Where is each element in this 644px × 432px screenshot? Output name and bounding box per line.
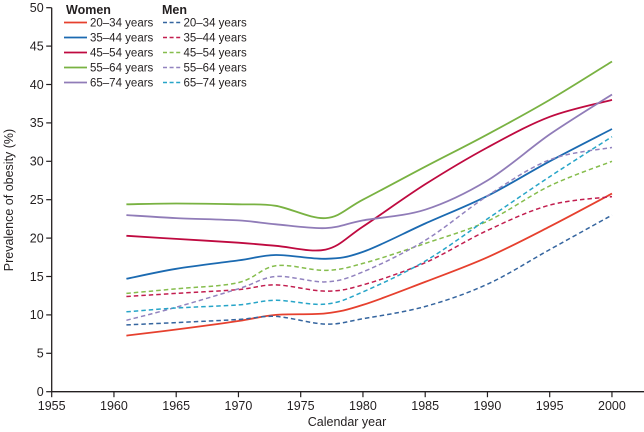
series-line-men-20-34 xyxy=(126,214,613,326)
series-line-women-20-34 xyxy=(126,192,613,337)
x-tick-label-1985: 1985 xyxy=(411,399,439,413)
y-tick-label-35: 35 xyxy=(30,116,44,130)
series-line-men-65-74 xyxy=(126,136,613,313)
legend-label-men-35-44: 35–44 years xyxy=(184,33,248,45)
y-tick-label-0: 0 xyxy=(37,385,44,399)
legend-label-men-20-34: 20–34 years xyxy=(184,18,248,30)
x-tick-label-1995: 1995 xyxy=(536,399,564,413)
x-axis-title: Calendar year xyxy=(308,415,387,429)
y-tick-label-15: 15 xyxy=(30,270,44,284)
y-tick-label-10: 10 xyxy=(30,308,44,322)
legend-label-men-45-54: 45–54 years xyxy=(184,48,248,60)
legend-label-men-65-74: 65–74 years xyxy=(184,78,248,90)
series-line-women-45-54 xyxy=(126,99,613,252)
x-tick-label-1955: 1955 xyxy=(38,399,66,413)
y-tick-label-30: 30 xyxy=(30,155,44,169)
y-axis-title: Prevalence of obesity (%) xyxy=(2,129,16,271)
x-tick-label-1960: 1960 xyxy=(100,399,128,413)
x-tick-label-1970: 1970 xyxy=(225,399,253,413)
series-line-women-65-74 xyxy=(126,93,613,230)
series-line-men-35-44 xyxy=(126,195,613,298)
x-tick-label-1975: 1975 xyxy=(287,399,315,413)
axes: 0 5 10 15 20 25 30 35 40 45 50 1955 1960 1965 1970 1975… xyxy=(30,1,644,413)
series-line-men-55-64 xyxy=(126,146,613,322)
legend: Women Men 20–34 years 35–44 years 45–54 ye… xyxy=(64,3,247,90)
y-tick-label-5: 5 xyxy=(37,347,44,361)
x-tick-label-2000: 2000 xyxy=(598,399,626,413)
y-tick-label-20: 20 xyxy=(30,231,44,245)
legend-title-women: Women xyxy=(66,3,111,17)
y-tick-label-40: 40 xyxy=(30,78,44,92)
legend-label-women-65-74: 65–74 years xyxy=(90,78,154,90)
legend-label-women-45-54: 45–54 years xyxy=(90,48,154,60)
series-line-men-45-54 xyxy=(126,160,613,295)
y-tick-label-45: 45 xyxy=(30,39,44,53)
x-tick-label-1980: 1980 xyxy=(349,399,377,413)
legend-label-women-20-34: 20–34 years xyxy=(90,18,154,30)
y-tick-label-50: 50 xyxy=(30,1,44,15)
x-tick-label-1965: 1965 xyxy=(162,399,190,413)
series-line-women-35-44 xyxy=(126,128,613,280)
legend-label-women-35-44: 35–44 years xyxy=(90,33,154,45)
legend-title-men: Men xyxy=(162,3,187,17)
y-tick-label-25: 25 xyxy=(30,193,44,207)
series-line-women-55-64 xyxy=(126,60,613,220)
legend-label-women-55-64: 55–64 years xyxy=(90,63,154,75)
series-lines xyxy=(126,60,613,337)
legend-label-men-55-64: 55–64 years xyxy=(184,63,248,75)
x-tick-label-1990: 1990 xyxy=(474,399,502,413)
